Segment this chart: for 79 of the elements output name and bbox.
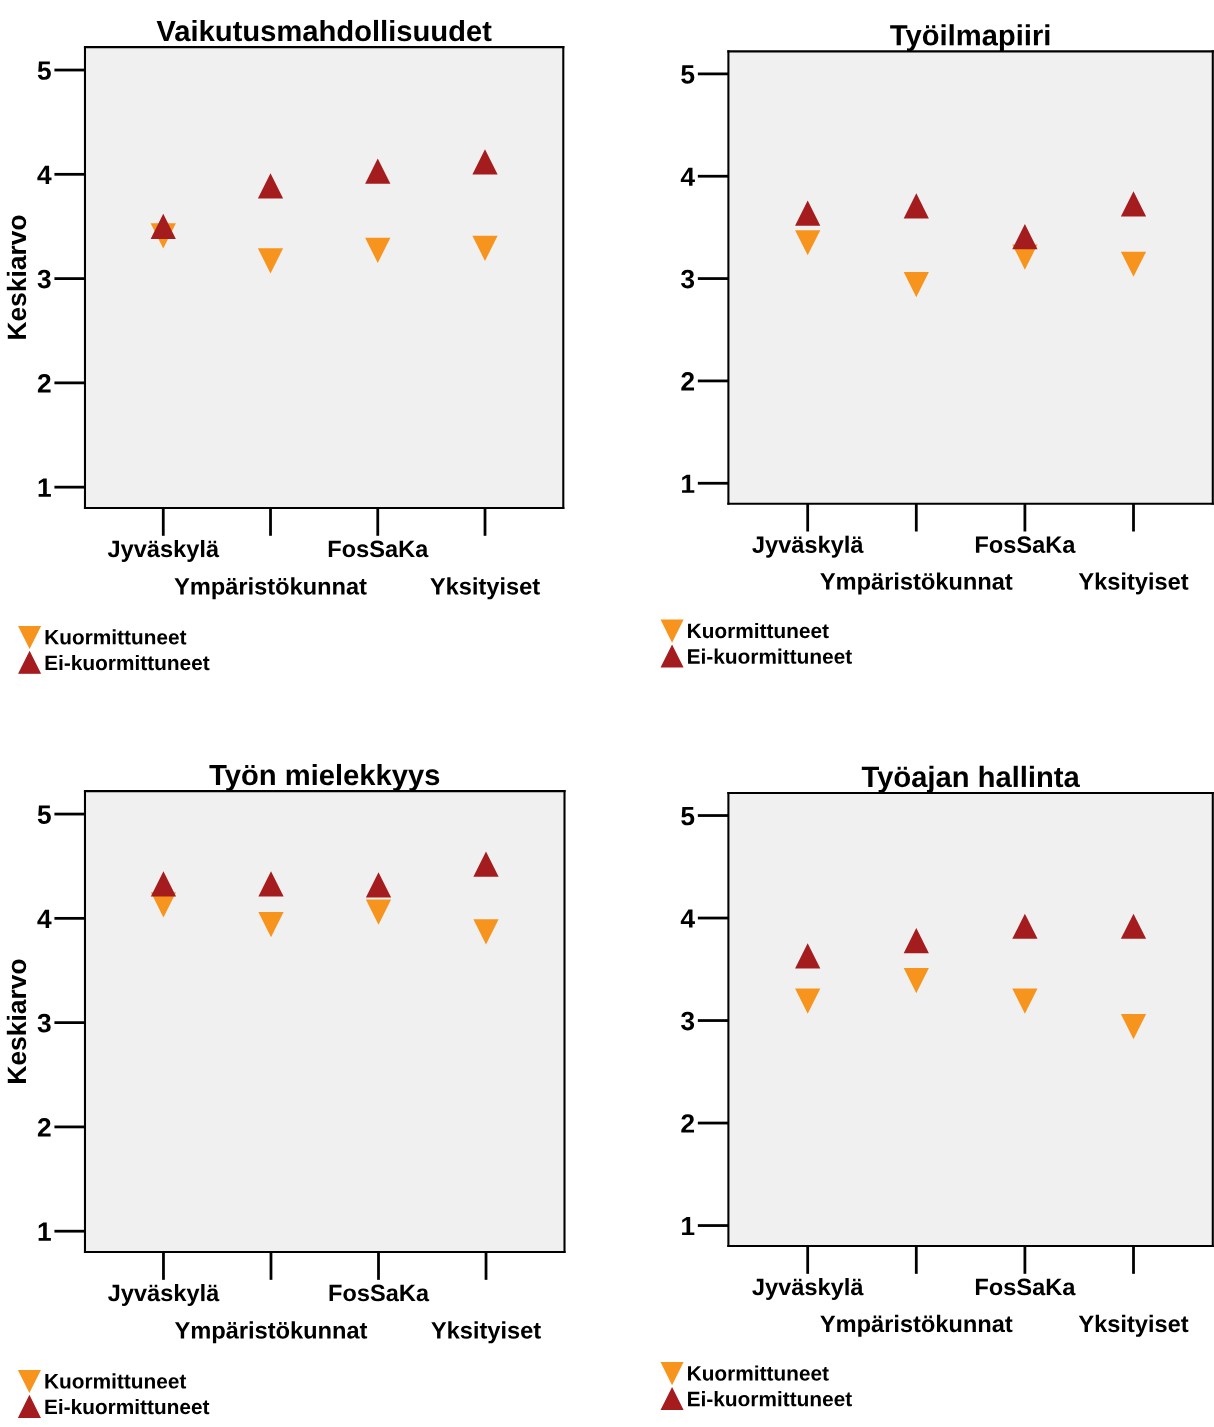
- point: [150, 871, 177, 897]
- point: [365, 158, 391, 184]
- y-axis-title: Keskiarvo: [6, 215, 27, 339]
- x-tick-label: Jyväskylä: [107, 539, 220, 562]
- x-tick-label: Yksityiset: [1078, 572, 1189, 595]
- y-tick-label: 5: [37, 61, 51, 80]
- point: [365, 237, 391, 264]
- x-tick-label: Yksityiset: [1078, 1314, 1189, 1337]
- chart-title: Työajan hallinta: [861, 765, 1080, 793]
- y-axis-title: Keskiarvo: [6, 959, 27, 1083]
- x-tick-label: Jyväskylä: [752, 1278, 864, 1301]
- x-tick-label: Jyväskylä: [752, 535, 864, 558]
- chart-title: Vaikutusmahdollisuudet: [156, 19, 492, 42]
- y-tick-label: 4: [37, 909, 52, 928]
- point: [1120, 251, 1147, 277]
- y-tick-label: 1: [682, 474, 695, 493]
- point: [257, 248, 284, 274]
- point: [473, 919, 499, 945]
- x-tick-label: FosSaKa: [328, 540, 429, 558]
- point: [1012, 913, 1038, 939]
- y-tick-label: 4: [680, 909, 695, 928]
- y-tick-label: 3: [37, 1013, 51, 1033]
- point: [1012, 988, 1038, 1014]
- legend-label: Ei-kuormittuneet: [45, 1398, 210, 1415]
- legend-label: Ei-kuormittuneet: [45, 654, 210, 671]
- y-tick-label: 1: [682, 1216, 695, 1236]
- y-tick-label: 2: [681, 1114, 695, 1133]
- point: [258, 871, 284, 897]
- x-tick-label: Ympäristökunnat: [820, 1314, 1013, 1337]
- point: [795, 200, 821, 226]
- x-tick-label: Ympäristökunnat: [820, 572, 1013, 595]
- point: [365, 872, 392, 898]
- point: [795, 988, 821, 1014]
- y-tick-label: 3: [37, 269, 51, 289]
- y-tick-label: 1: [38, 1222, 51, 1241]
- y-tick-label: 5: [37, 805, 51, 824]
- legend-label: Kuormittuneet: [45, 1373, 187, 1389]
- y-tick-label: 1: [38, 478, 51, 497]
- point: [1120, 191, 1147, 217]
- x-tick-label: Yksityiset: [430, 577, 540, 600]
- y-tick-label: 4: [37, 165, 52, 184]
- point: [1120, 913, 1147, 939]
- point: [365, 899, 392, 925]
- chart-title: Työn mielekkyys: [209, 763, 440, 792]
- y-tick-label: 2: [37, 1118, 51, 1137]
- y-tick-label: 4: [680, 167, 695, 186]
- x-tick-label: Ympäristökunnat: [174, 1321, 368, 1344]
- y-tick-label: 5: [681, 65, 695, 84]
- point: [1120, 1014, 1147, 1040]
- x-tick-label: FosSaKa: [975, 1278, 1076, 1296]
- point: [258, 911, 284, 938]
- point: [1012, 224, 1038, 250]
- point: [795, 230, 821, 256]
- point: [903, 927, 929, 954]
- legend-label: Ei-kuormittuneet: [688, 1391, 852, 1407]
- y-tick-label: 2: [37, 374, 51, 393]
- y-tick-label: 5: [681, 806, 695, 826]
- legend-label: Kuormittuneet: [688, 1365, 829, 1381]
- point: [257, 173, 284, 199]
- y-tick-label: 3: [681, 269, 695, 289]
- x-tick-label: Yksityiset: [431, 1321, 541, 1344]
- x-tick-label: Ympäristökunnat: [174, 577, 367, 600]
- x-tick-label: FosSaKa: [975, 536, 1076, 554]
- y-tick-label: 2: [681, 372, 695, 391]
- y-tick-label: 3: [681, 1011, 695, 1031]
- point: [472, 149, 498, 175]
- legend-label: Kuormittuneet: [45, 629, 187, 645]
- point: [150, 213, 176, 240]
- point: [795, 943, 821, 969]
- point: [903, 967, 929, 994]
- legend-label: Ei-kuormittuneet: [688, 648, 852, 664]
- point: [473, 851, 499, 877]
- chart-title: Työilmapiiri: [890, 24, 1050, 52]
- point: [903, 272, 929, 298]
- point: [903, 193, 929, 219]
- x-tick-label: Jyväskylä: [108, 1283, 220, 1306]
- x-tick-label: FosSaKa: [329, 1284, 430, 1302]
- legend-label: Kuormittuneet: [688, 622, 829, 639]
- point: [472, 235, 498, 261]
